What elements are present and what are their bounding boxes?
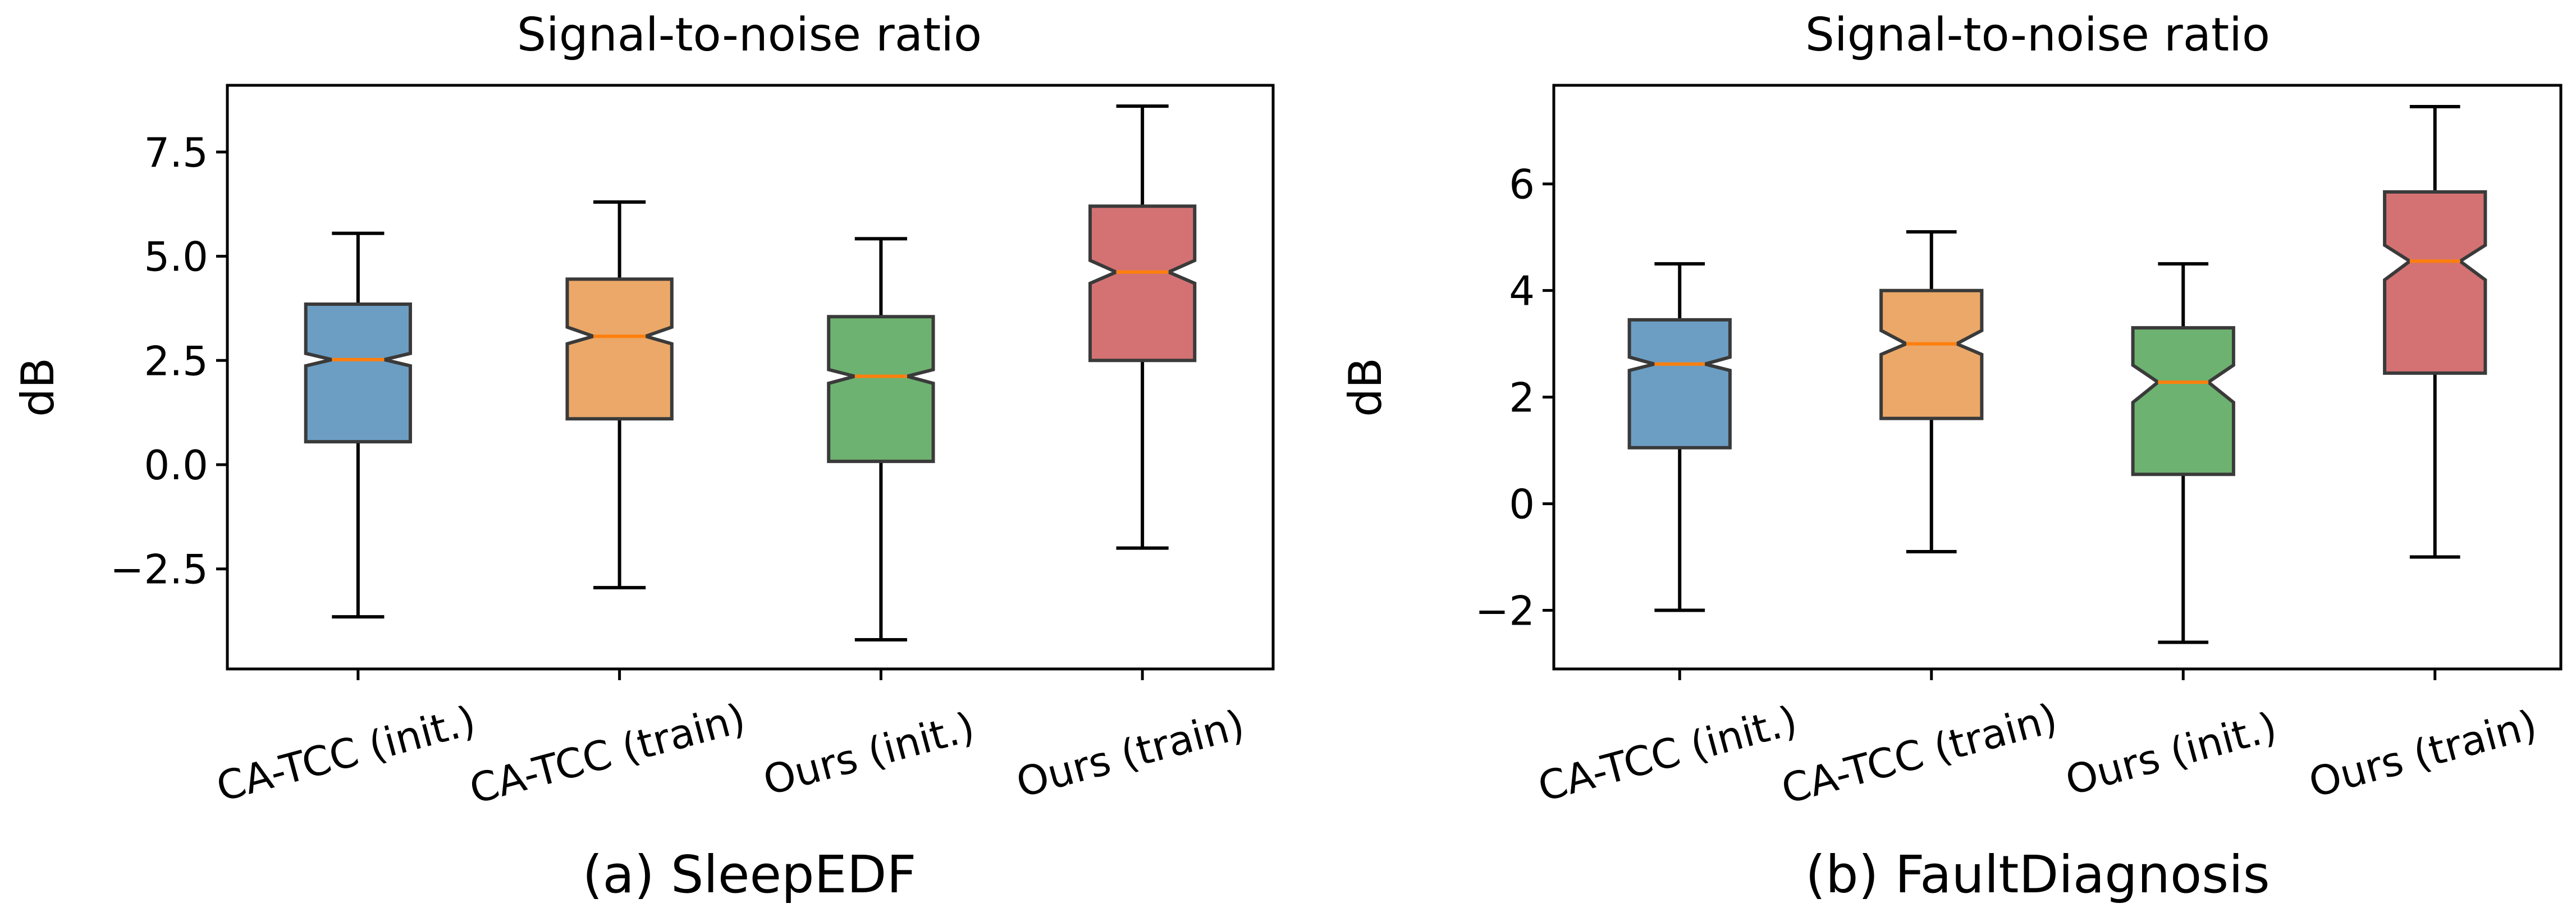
y-tick-label: 0.0	[144, 442, 208, 489]
x-tick-label: Ours (init.)	[758, 703, 980, 804]
box-body	[304, 302, 412, 444]
chart-title: Signal-to-noise ratio	[1805, 8, 2270, 62]
plot-area: −2.5 0.0 2.5 5.0 7.5 CA-TCC (init.)CA-TCC (tr…	[110, 84, 1275, 813]
y-tick-label: 6	[1509, 161, 1535, 208]
y-axis-label: dB	[1339, 357, 1392, 417]
x-tick-label: CA-TCC (train)	[465, 694, 751, 813]
y-tick-label: 0	[1509, 481, 1535, 528]
axes-frame	[226, 84, 1275, 671]
x-tick-label: Ours (train)	[1012, 700, 1250, 806]
y-tick-label: 5.0	[144, 233, 208, 281]
x-tick-label: Ours (init.)	[2061, 703, 2282, 804]
y-tick-label: 2.5	[144, 337, 208, 384]
chart-title: Signal-to-noise ratio	[517, 8, 982, 62]
axes-frame	[1552, 84, 2563, 671]
chart-caption: (a) SleepEDF	[583, 845, 917, 905]
x-tick-label: CA-TCC (train)	[1777, 694, 2062, 813]
panel-b: Signal-to-noise ratio dB −2 0 2 4 6 CA-TCC (i…	[1339, 8, 2563, 905]
box-body	[2383, 190, 2487, 375]
x-tick-label: CA-TCC (init.)	[212, 696, 481, 811]
box-body	[827, 315, 935, 464]
chart-caption: (b) FaultDiagnosis	[1805, 845, 2270, 905]
y-tick-label: 7.5	[144, 129, 208, 176]
box-body	[1627, 318, 1732, 450]
box-body	[2131, 326, 2235, 476]
x-tick-label: Ours (train)	[2304, 700, 2542, 806]
y-tick-label: 2	[1509, 374, 1535, 421]
box-body	[1088, 204, 1197, 363]
y-tick-label: −2.5	[110, 546, 208, 593]
x-tick-label: CA-TCC (init.)	[1533, 696, 1802, 811]
box-body	[1879, 288, 1984, 420]
box-body	[565, 277, 674, 421]
panel-a: Signal-to-noise ratio dB −2.5 0.0 2.5 5.0 7.…	[12, 8, 1275, 905]
y-axis-label: dB	[12, 357, 64, 417]
y-tick-label: −2	[1475, 588, 1535, 635]
y-tick-label: 4	[1509, 268, 1535, 315]
